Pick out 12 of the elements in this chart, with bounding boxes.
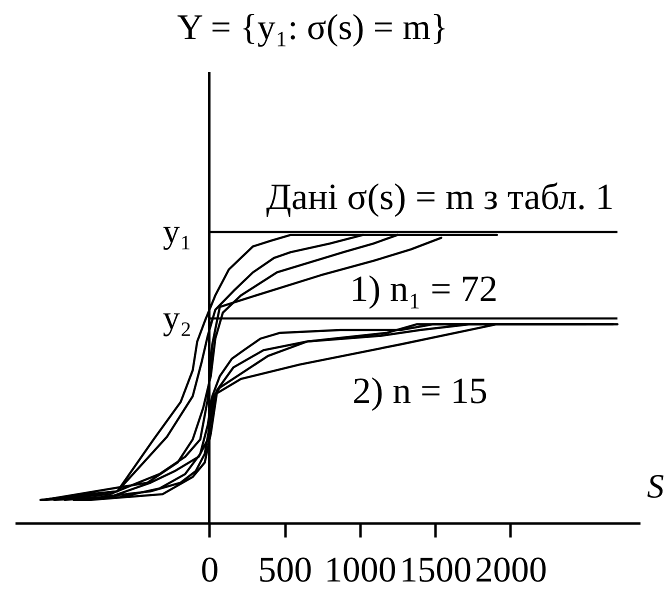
annotation: 2) n = 15 xyxy=(352,371,488,412)
x-tick-label: 1000 xyxy=(324,550,396,590)
text: Дані σ(s) = m з табл. 1 xyxy=(266,176,614,218)
chart-title: Y = {y₁: σ(s) = m} xyxy=(177,6,448,47)
ref-line-label: y₁ xyxy=(162,214,192,251)
ref-line-label: y₂ xyxy=(162,300,192,337)
x-tick-label: 1500 xyxy=(400,550,472,590)
annotation: 1) n₁ = 72 xyxy=(350,268,498,310)
x-tick-label: 500 xyxy=(258,550,312,590)
x-tick-label: 2000 xyxy=(474,550,547,590)
x-axis-title: S xyxy=(647,468,664,506)
x-tick-label: 0 xyxy=(200,550,219,590)
